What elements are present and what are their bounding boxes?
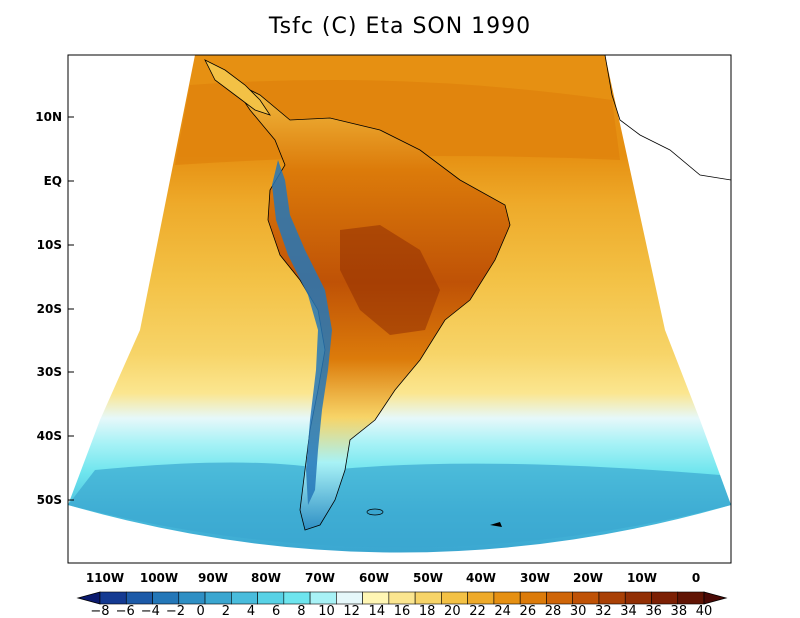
- falkland-islands: [366, 508, 384, 516]
- lon-label-110w: 110W: [86, 571, 124, 585]
- lat-label-20s: 20S: [37, 302, 62, 316]
- colorbar-label: 8: [297, 604, 305, 618]
- lon-label-20w: 20W: [573, 571, 603, 585]
- colorbar-swatch: [388, 591, 416, 605]
- lon-label-10w: 10W: [627, 571, 657, 585]
- colorbar-label: −4: [141, 604, 160, 618]
- colorbar-swatch: [651, 591, 679, 605]
- colorbar-swatch: [99, 591, 127, 605]
- colorbar-swatch: [546, 591, 573, 605]
- lon-label-50w: 50W: [413, 571, 443, 585]
- lat-label-10n: 10N: [35, 110, 62, 124]
- africa-land: [604, 55, 731, 181]
- colorbar: −8 −6 −4 −2 0 2 4 6 8 10 12 14 16 18 20 22 24 26 28 30 32 34 3…: [76, 591, 728, 618]
- colorbar-label: 36: [645, 604, 662, 618]
- map-title: Tsfc (C) Eta SON 1990: [268, 14, 532, 39]
- lon-label-40w: 40W: [466, 571, 496, 585]
- colorbar-label: 20: [444, 604, 461, 618]
- colorbar-swatch: [309, 591, 337, 605]
- colorbar-label: −2: [166, 604, 185, 618]
- colorbar-label: 18: [419, 604, 436, 618]
- colorbar-label: 2: [222, 604, 230, 618]
- colorbar-label: 6: [272, 604, 280, 618]
- colorbar-swatch: [231, 591, 258, 605]
- colorbar-label: 26: [520, 604, 537, 618]
- colorbar-swatch: [362, 591, 390, 605]
- colorbar-label: 4: [247, 604, 255, 618]
- lat-label-eq: EQ: [44, 174, 62, 188]
- colorbar-swatch: [204, 591, 232, 605]
- colorbar-low-arrow: [76, 591, 101, 605]
- colorbar-label: 30: [570, 604, 587, 618]
- lon-label-70w: 70W: [305, 571, 335, 585]
- hot-interior: [340, 225, 440, 335]
- colorbar-swatch: [441, 591, 468, 605]
- lat-label-30s: 30S: [37, 365, 62, 379]
- colorbar-swatch: [493, 591, 521, 605]
- colorbar-label: 16: [394, 604, 411, 618]
- colorbar-swatch: [336, 591, 363, 605]
- lat-label-50s: 50S: [37, 493, 62, 507]
- cold-band: [68, 462, 731, 548]
- central-america-land: [204, 59, 271, 116]
- colorbar-label: 12: [343, 604, 360, 618]
- colorbar-label: 10: [318, 604, 335, 618]
- south-georgia-island: [490, 522, 502, 527]
- colorbar-label: 24: [494, 604, 511, 618]
- colorbar-swatch: [624, 591, 652, 605]
- lon-label-90w: 90W: [198, 571, 228, 585]
- colorbar-label: 14: [369, 604, 386, 618]
- colorbar-swatch: [519, 591, 547, 605]
- colorbar-swatch: [257, 591, 285, 605]
- latitude-axis: 10N EQ 10S 20S 30S 40S 50S: [35, 110, 74, 507]
- colorbar-label: 28: [545, 604, 562, 618]
- colorbar-swatch: [572, 591, 600, 605]
- lon-label-0: 0: [692, 571, 700, 585]
- lon-label-80w: 80W: [251, 571, 281, 585]
- lon-label-30w: 30W: [520, 571, 550, 585]
- colorbar-swatch: [152, 591, 180, 605]
- colorbar-swatch: [467, 591, 495, 605]
- andes-highlands: [272, 160, 332, 505]
- colorbar-label: −8: [90, 604, 109, 618]
- colorbar-high-arrow: [703, 591, 728, 605]
- colorbar-swatch: [598, 591, 626, 605]
- colorbar-label: 34: [620, 604, 637, 618]
- lat-label-40s: 40S: [37, 429, 62, 443]
- map-area: [68, 55, 731, 553]
- colorbar-label: 38: [671, 604, 688, 618]
- longitude-axis: 110W 100W 90W 80W 70W 60W 50W 40W 30W 20…: [86, 571, 700, 585]
- colorbar-label: 32: [595, 604, 612, 618]
- colorbar-label: 40: [696, 604, 713, 618]
- colorbar-label: −6: [116, 604, 135, 618]
- colorbar-swatch: [283, 591, 311, 605]
- colorbar-swatch: [677, 591, 705, 605]
- colorbar-swatch: [125, 591, 153, 605]
- colorbar-label: 0: [197, 604, 205, 618]
- lon-label-60w: 60W: [359, 571, 389, 585]
- lon-label-100w: 100W: [140, 571, 178, 585]
- colorbar-swatch: [414, 591, 442, 605]
- lat-label-10s: 10S: [37, 238, 62, 252]
- colorbar-swatch: [178, 591, 206, 605]
- colorbar-label: 22: [469, 604, 486, 618]
